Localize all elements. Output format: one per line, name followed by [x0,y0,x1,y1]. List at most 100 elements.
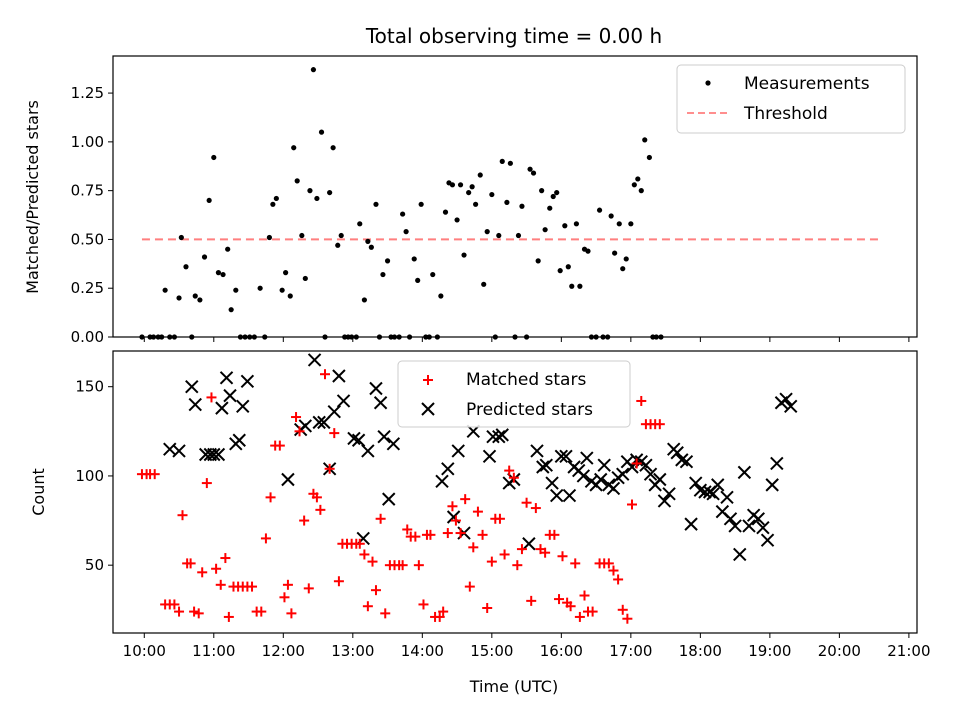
measurement-point [646,154,652,161]
measurement-point [469,184,475,190]
matched-star-point [557,551,568,562]
measurement-point [361,297,367,303]
matched-star-point [189,606,200,617]
measurement-point [642,137,648,143]
measurement-point [612,250,618,256]
measurement-point [291,145,297,151]
predicted-star-point [675,453,689,467]
bottom-legend: Matched stars Predicted stars [397,360,631,428]
measurement-point [178,234,184,241]
measurement-point [620,266,626,272]
measurement-point [294,178,300,184]
predicted-star-point [451,444,465,458]
matched-star-point [247,581,258,592]
measurement-point [365,238,371,244]
measurement-point [302,275,308,282]
predicted-star-point [386,437,401,451]
matched-star-point [472,506,483,517]
predicted-star-point [784,399,798,414]
bottom-x-tick-label: 12:00 [262,642,305,660]
measurement-point [183,264,189,270]
matched-star-point [169,599,180,610]
top-y-tick-label: 0.75 [71,182,104,200]
bottom-x-tick-label: 16:00 [540,642,583,660]
matched-star-point [397,560,408,571]
bottom-y-tick-label: 50 [85,556,104,574]
bottom-legend-box [397,360,631,428]
measurement-point [228,307,234,313]
predicted-star-point [770,456,784,471]
predicted-star-point [172,444,186,458]
measurement-point [373,201,379,207]
predicted-star-point [185,379,199,394]
measurement-point [473,201,479,207]
matched-star-point [460,494,471,505]
matched-star-point [223,611,234,622]
bottom-y-tick-label: 100 [75,467,104,485]
predicted-star-point [492,429,506,444]
matched-star-point [299,515,310,526]
matched-star-point [608,565,619,576]
predicted-star-point [369,381,383,396]
matched-star-point [587,606,598,617]
measurement-point [628,221,634,227]
bottom-axes-frame [112,350,918,634]
matched-star-point [631,458,642,469]
measurement-point [635,176,641,182]
predicted-star-point [606,481,621,496]
measurement-point [496,232,502,239]
predicted-star-point [765,478,779,492]
matched-star-point [574,611,585,622]
predicted-star-point [332,369,346,383]
top-y-tick-label: 1.00 [71,133,104,151]
matched-star-point [282,579,293,590]
measurement-point [504,199,510,205]
top-y-tick-label: 1.25 [71,84,104,102]
predicted-star-point [657,494,672,508]
matched-star-point [482,603,493,614]
matched-star-point [286,608,297,619]
predicted-star-point [684,517,698,531]
matched-star-point [512,560,523,571]
matched-star-point [256,606,267,617]
predicted-star-point [495,428,509,442]
matched-star-point [279,592,290,603]
matched-star-point [617,604,628,615]
predicted-star-point [312,415,326,430]
measurement-point [400,211,406,217]
matched-star-point [211,563,222,574]
matched-star-point [324,463,335,474]
matched-star-point [193,608,204,619]
bottom-y-tick-label: 150 [75,378,104,396]
predicted-star-point [698,485,712,499]
matched-star-point [375,513,386,524]
matched-star-point [206,392,217,403]
matched-star-point [434,611,445,622]
matched-star-point [370,585,381,596]
measurement-point [430,271,436,278]
predicted-star-point [441,462,455,476]
bottom-y-axis-label: Count [29,468,48,516]
predicted-star-point [482,449,497,464]
bottom-mark-layer [136,353,798,624]
measurement-point [547,205,553,211]
predicted-star-point [733,547,747,562]
predicted-star-point [639,458,653,472]
predicted-star-point [211,447,226,462]
top-y-tick-label: 0.50 [71,230,104,248]
matched-star-point [526,595,537,606]
legend-matched-label: Matched stars [466,370,586,390]
matched-star-point [413,560,424,571]
bottom-x-tick-label: 14:00 [401,642,444,660]
top-tick-layer: 0.00 0.25 0.50 0.75 1.00 1.25 [71,84,910,346]
predicted-star-point [336,394,351,408]
measurement-point [562,223,568,229]
matched-star-point [450,515,461,526]
matched-star-point [320,369,331,380]
measurement-point [411,256,417,262]
predicted-star-point [751,512,765,526]
predicted-star-point [236,399,250,414]
predicted-star-point [530,444,544,458]
matched-star-point [329,428,340,439]
